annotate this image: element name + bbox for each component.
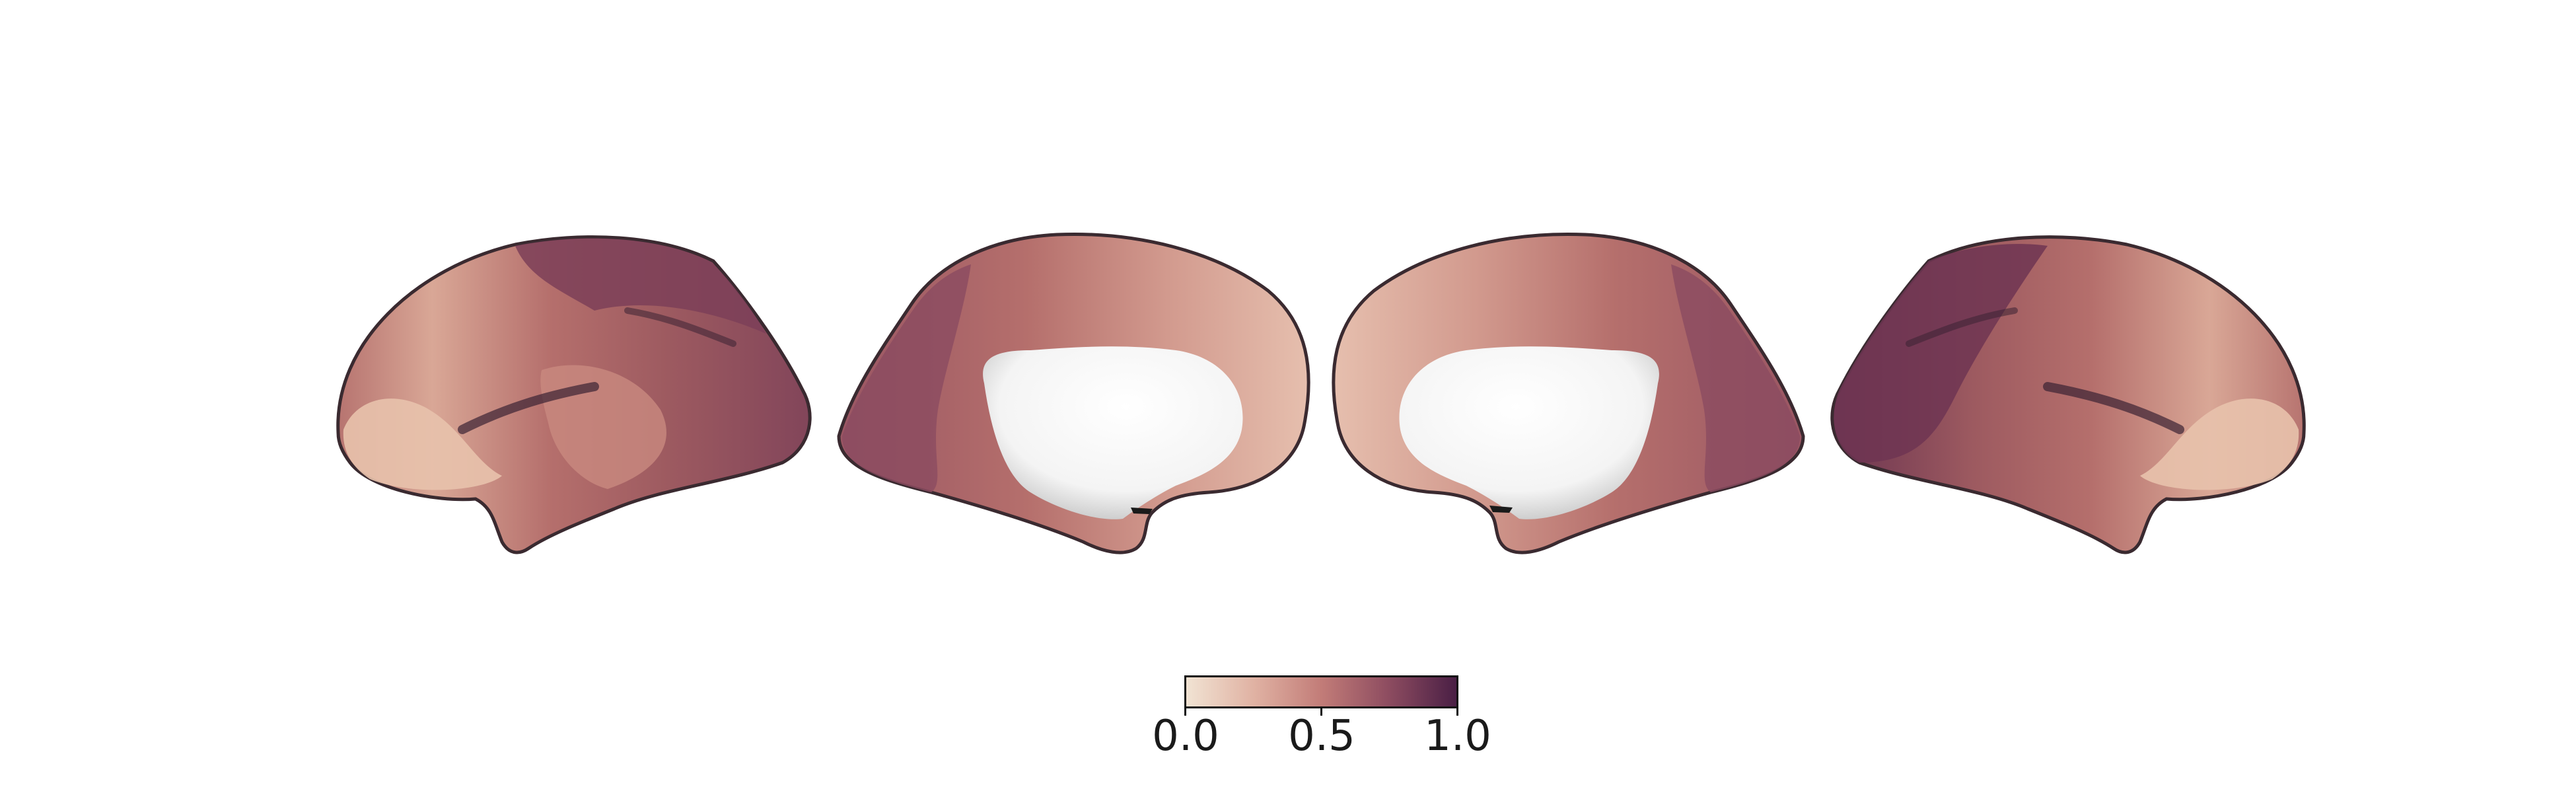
lm-medial-wall xyxy=(983,346,1243,519)
ll-sulcus-2 xyxy=(624,307,736,347)
rm-region-dark xyxy=(1671,264,1800,492)
rl-sulcus-2 xyxy=(1906,307,2018,347)
ll-region-light-temporal xyxy=(343,398,502,490)
ll-sulcus xyxy=(458,382,599,434)
colorbar xyxy=(1184,675,1458,708)
rl-region-light-temporal xyxy=(2140,398,2299,490)
rl-region-dark-frontal xyxy=(1834,244,2048,463)
ll-region-mid xyxy=(540,365,666,489)
colorbar-tick-label-min: 0.0 xyxy=(1152,712,1219,761)
rm-brainstem-mark xyxy=(1489,506,1513,513)
rm-medial-wall xyxy=(1399,346,1659,519)
lm-region-dark xyxy=(842,264,971,492)
right-hemisphere-medial xyxy=(1332,233,1805,554)
colorbar-ticks xyxy=(1184,706,1458,716)
colorbar-tick-label-max: 1.0 xyxy=(1424,712,1491,761)
colorbar-tick-label-mid: 0.5 xyxy=(1288,712,1355,761)
ll-region-dark-parietal xyxy=(515,238,766,334)
left-hemisphere-lateral xyxy=(336,235,812,554)
left-hemisphere-medial xyxy=(837,233,1310,554)
colorbar-gradient xyxy=(1186,677,1456,706)
rl-sulcus xyxy=(2043,382,2184,434)
right-hemisphere-lateral xyxy=(1830,235,2306,554)
lm-brainstem-mark xyxy=(1131,508,1153,514)
